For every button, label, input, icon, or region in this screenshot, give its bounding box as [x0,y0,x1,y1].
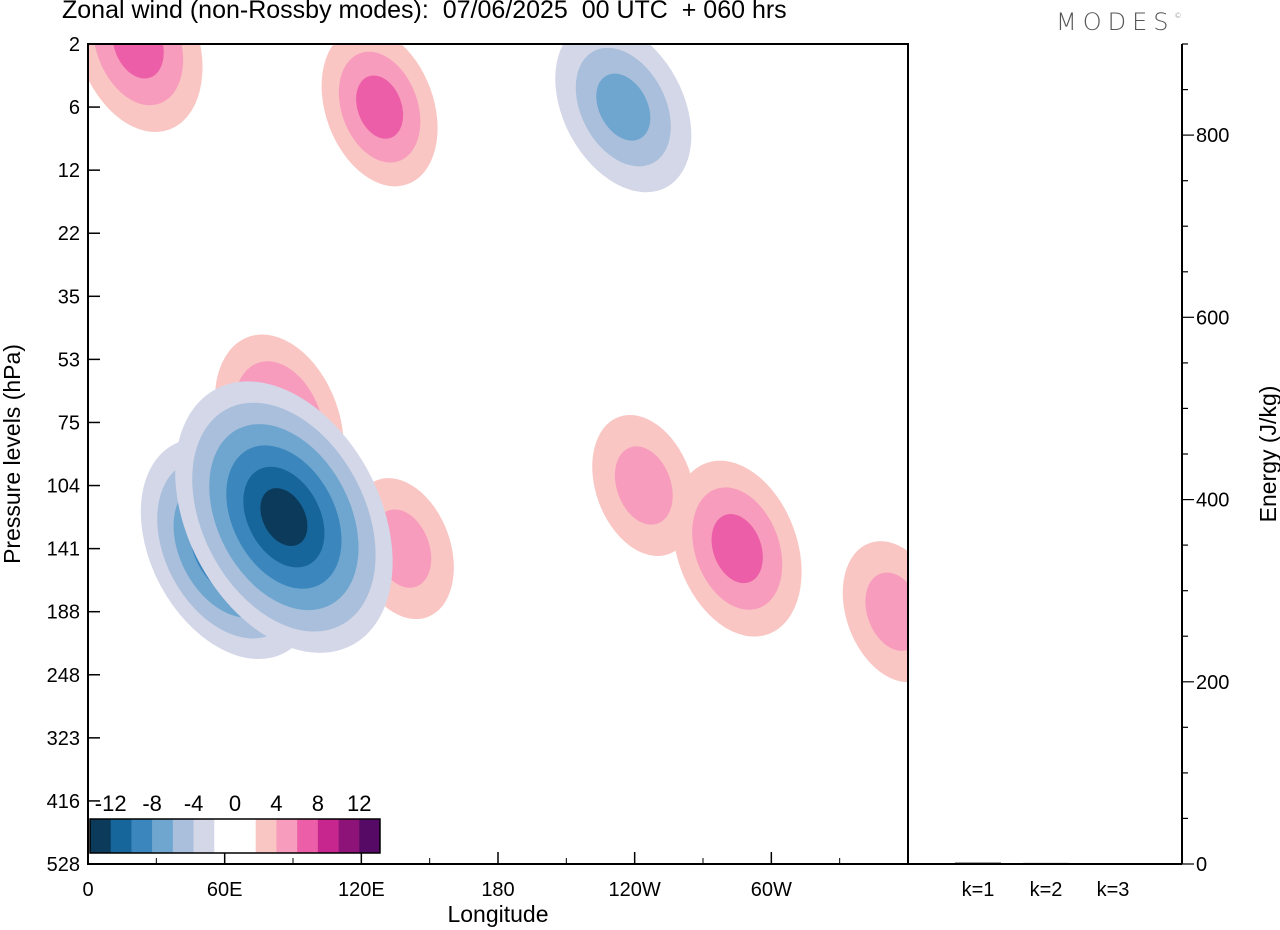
energy-tick-label: 0 [1196,854,1207,876]
x-tick-label: 60W [751,879,792,901]
colorbar-tick-label: 0 [229,791,241,816]
colorbar-swatch [110,819,132,853]
y-tick-label: 53 [58,349,80,371]
colorbar-swatch [152,819,174,853]
colorbar-swatch [131,819,153,853]
y-tick-label: 75 [58,412,80,434]
wind-feature [555,44,692,193]
colorbar-tick-label: 12 [347,791,371,816]
energy-tick-label: 800 [1196,125,1229,147]
energy-bar [955,862,1001,865]
chart-title: Zonal wind (non-Rossby modes): 07/06/202… [62,0,787,24]
y-tick-label: 104 [47,476,80,498]
colorbar-swatch [297,819,319,853]
y-tick-label: 248 [47,665,80,687]
colorbar-swatch [235,819,257,853]
colorbar-tick-label: 8 [312,791,324,816]
colorbar: -12 -8 -4 0 4 8 12 [89,791,381,854]
heatmap-axes: 0 60E 120E 180 120W 60W 2 6 12 22 35 53 75 104 141 188 2… [47,34,841,901]
contour-level [596,73,651,141]
energy-category-label: k=3 [1097,879,1130,901]
x-axis-label: Longitude [447,901,548,927]
y-tick-label: 2 [69,34,80,56]
wind-feature [592,414,696,557]
colorbar-swatch [276,819,298,853]
contour-level [865,572,908,651]
y-tick-label: 141 [47,539,80,561]
colorbar-tick-label: -4 [184,791,204,816]
y-tick-label: 188 [47,602,80,624]
colorbar-tick-label: -12 [95,791,127,816]
energy-tick-label: 400 [1196,490,1229,512]
contour-level [614,446,673,525]
y-tick-label: 416 [47,791,80,813]
contour-level [260,488,308,547]
y-tick-label: 323 [47,728,80,750]
colorbar-tick-label: 4 [270,791,282,816]
contour-level [112,44,164,79]
energy-category-label: k=1 [962,879,995,901]
colorbar-swatch [317,819,339,853]
colorbar-swatch [172,819,194,853]
colorbar-swatch [338,819,360,853]
colorbar-swatch [193,819,215,853]
colorbar-tick-label: -8 [142,791,162,816]
y-tick-label: 6 [69,97,80,119]
y-tick-label: 35 [58,286,80,308]
wind-feature [842,541,908,683]
wind-feature [321,44,438,187]
brand-logo: MODES© [1056,8,1182,36]
energy-bar [1023,862,1069,865]
colorbar-swatch [255,819,277,853]
x-tick-label: 120E [338,879,385,901]
x-tick-label: 180 [481,879,514,901]
colorbar-swatch [214,819,236,853]
energy-tick-label: 200 [1196,672,1229,694]
colorbar-swatch [359,819,381,853]
contour-level [356,75,404,139]
brand-text: MODES [1056,8,1175,36]
contour-level [93,44,184,106]
energy-bar [1090,863,1136,865]
contour-level [711,514,763,584]
wind-feature [175,381,393,653]
x-tick-label: 60E [207,879,243,901]
energy-bar-panel: 0 200 400 600 800 k=1 k=2 k=3 Energy (J/kg) [908,43,1280,901]
x-tick-label: 0 [82,879,93,901]
colorbar-frame [89,818,381,854]
y-tick-label: 12 [58,160,80,182]
colorbar-swatch [90,819,112,853]
y-tick-label: 528 [47,854,80,876]
energy-tick-label: 600 [1196,307,1229,329]
wind-feature [88,44,203,132]
energy-category-label: k=2 [1030,879,1063,901]
y-tick-label: 22 [58,223,80,245]
x-tick-label: 120W [609,879,661,901]
energy-axis-label: Energy (J/kg) [1255,386,1280,523]
wind-feature [672,460,802,637]
zonal-wind-heatmap [88,44,908,683]
y-axis-label: Pressure levels (hPa) [0,344,25,564]
